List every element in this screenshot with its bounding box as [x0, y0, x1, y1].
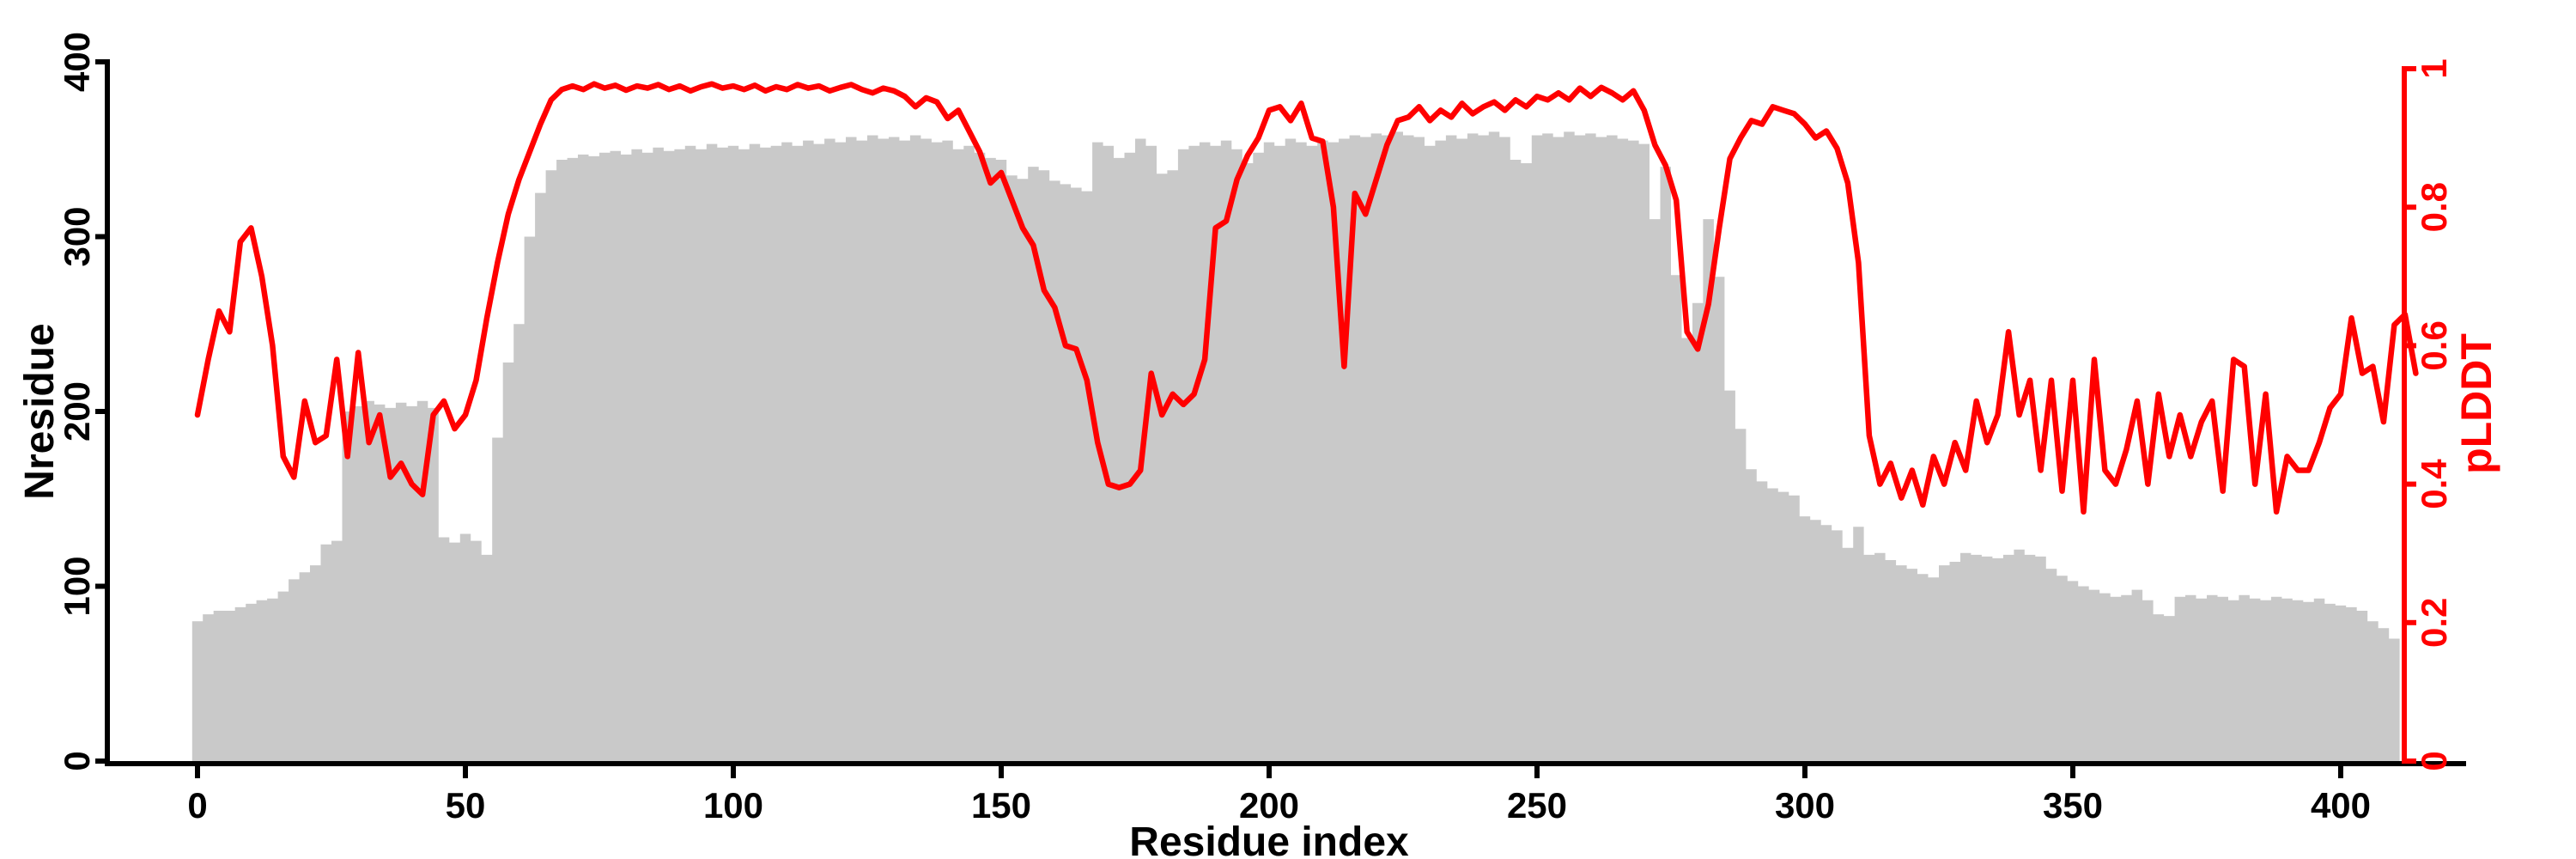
x-axis-tick-label: 400	[2311, 785, 2371, 825]
x-axis-tick-label: 100	[703, 785, 763, 825]
left-axis-tick-label: 100	[57, 556, 97, 616]
right-axis-tick-label: 0	[2414, 751, 2454, 771]
left-axis-tick-label: 300	[57, 206, 97, 266]
x-axis: 0 50 100 150 200 250 300 350 400	[105, 761, 2466, 825]
x-axis-tick-label: 150	[971, 785, 1031, 825]
plddt-line	[194, 81, 2419, 515]
right-axis-tick-label: 1	[2414, 58, 2454, 78]
x-axis-tick-label: 200	[1239, 785, 1299, 825]
line-path	[194, 81, 2419, 515]
x-axis-title: Residue index	[1129, 819, 1409, 859]
right-axis-tick-label: 0.6	[2414, 320, 2454, 370]
x-axis-tick-label: 50	[446, 785, 486, 825]
x-axis-tick-label: 250	[1507, 785, 1567, 825]
left-axis-tick-label: 0	[57, 751, 97, 771]
nresidue-bars	[191, 131, 2400, 761]
y-axis-title-left: Nresidue	[17, 323, 63, 499]
x-axis-tick-label: 350	[2043, 785, 2103, 825]
left-y-axis: 0 100 200 300 400	[57, 32, 110, 771]
right-axis-tick-label: 0.2	[2414, 598, 2454, 648]
left-axis-tick-label: 400	[57, 32, 97, 92]
right-axis-tick-label: 0.8	[2414, 182, 2454, 232]
y-axis-title-right: pLDDT	[2452, 333, 2500, 474]
bar-silhouette	[191, 131, 2400, 761]
x-axis-tick-label: 300	[1775, 785, 1835, 825]
x-axis-tick-label: 0	[187, 785, 207, 825]
right-y-axis: 0 0.2 0.4 0.6 0.8 1	[2402, 58, 2454, 771]
right-axis-tick-label: 0.4	[2414, 459, 2454, 509]
left-axis-tick-label: 200	[57, 381, 97, 442]
